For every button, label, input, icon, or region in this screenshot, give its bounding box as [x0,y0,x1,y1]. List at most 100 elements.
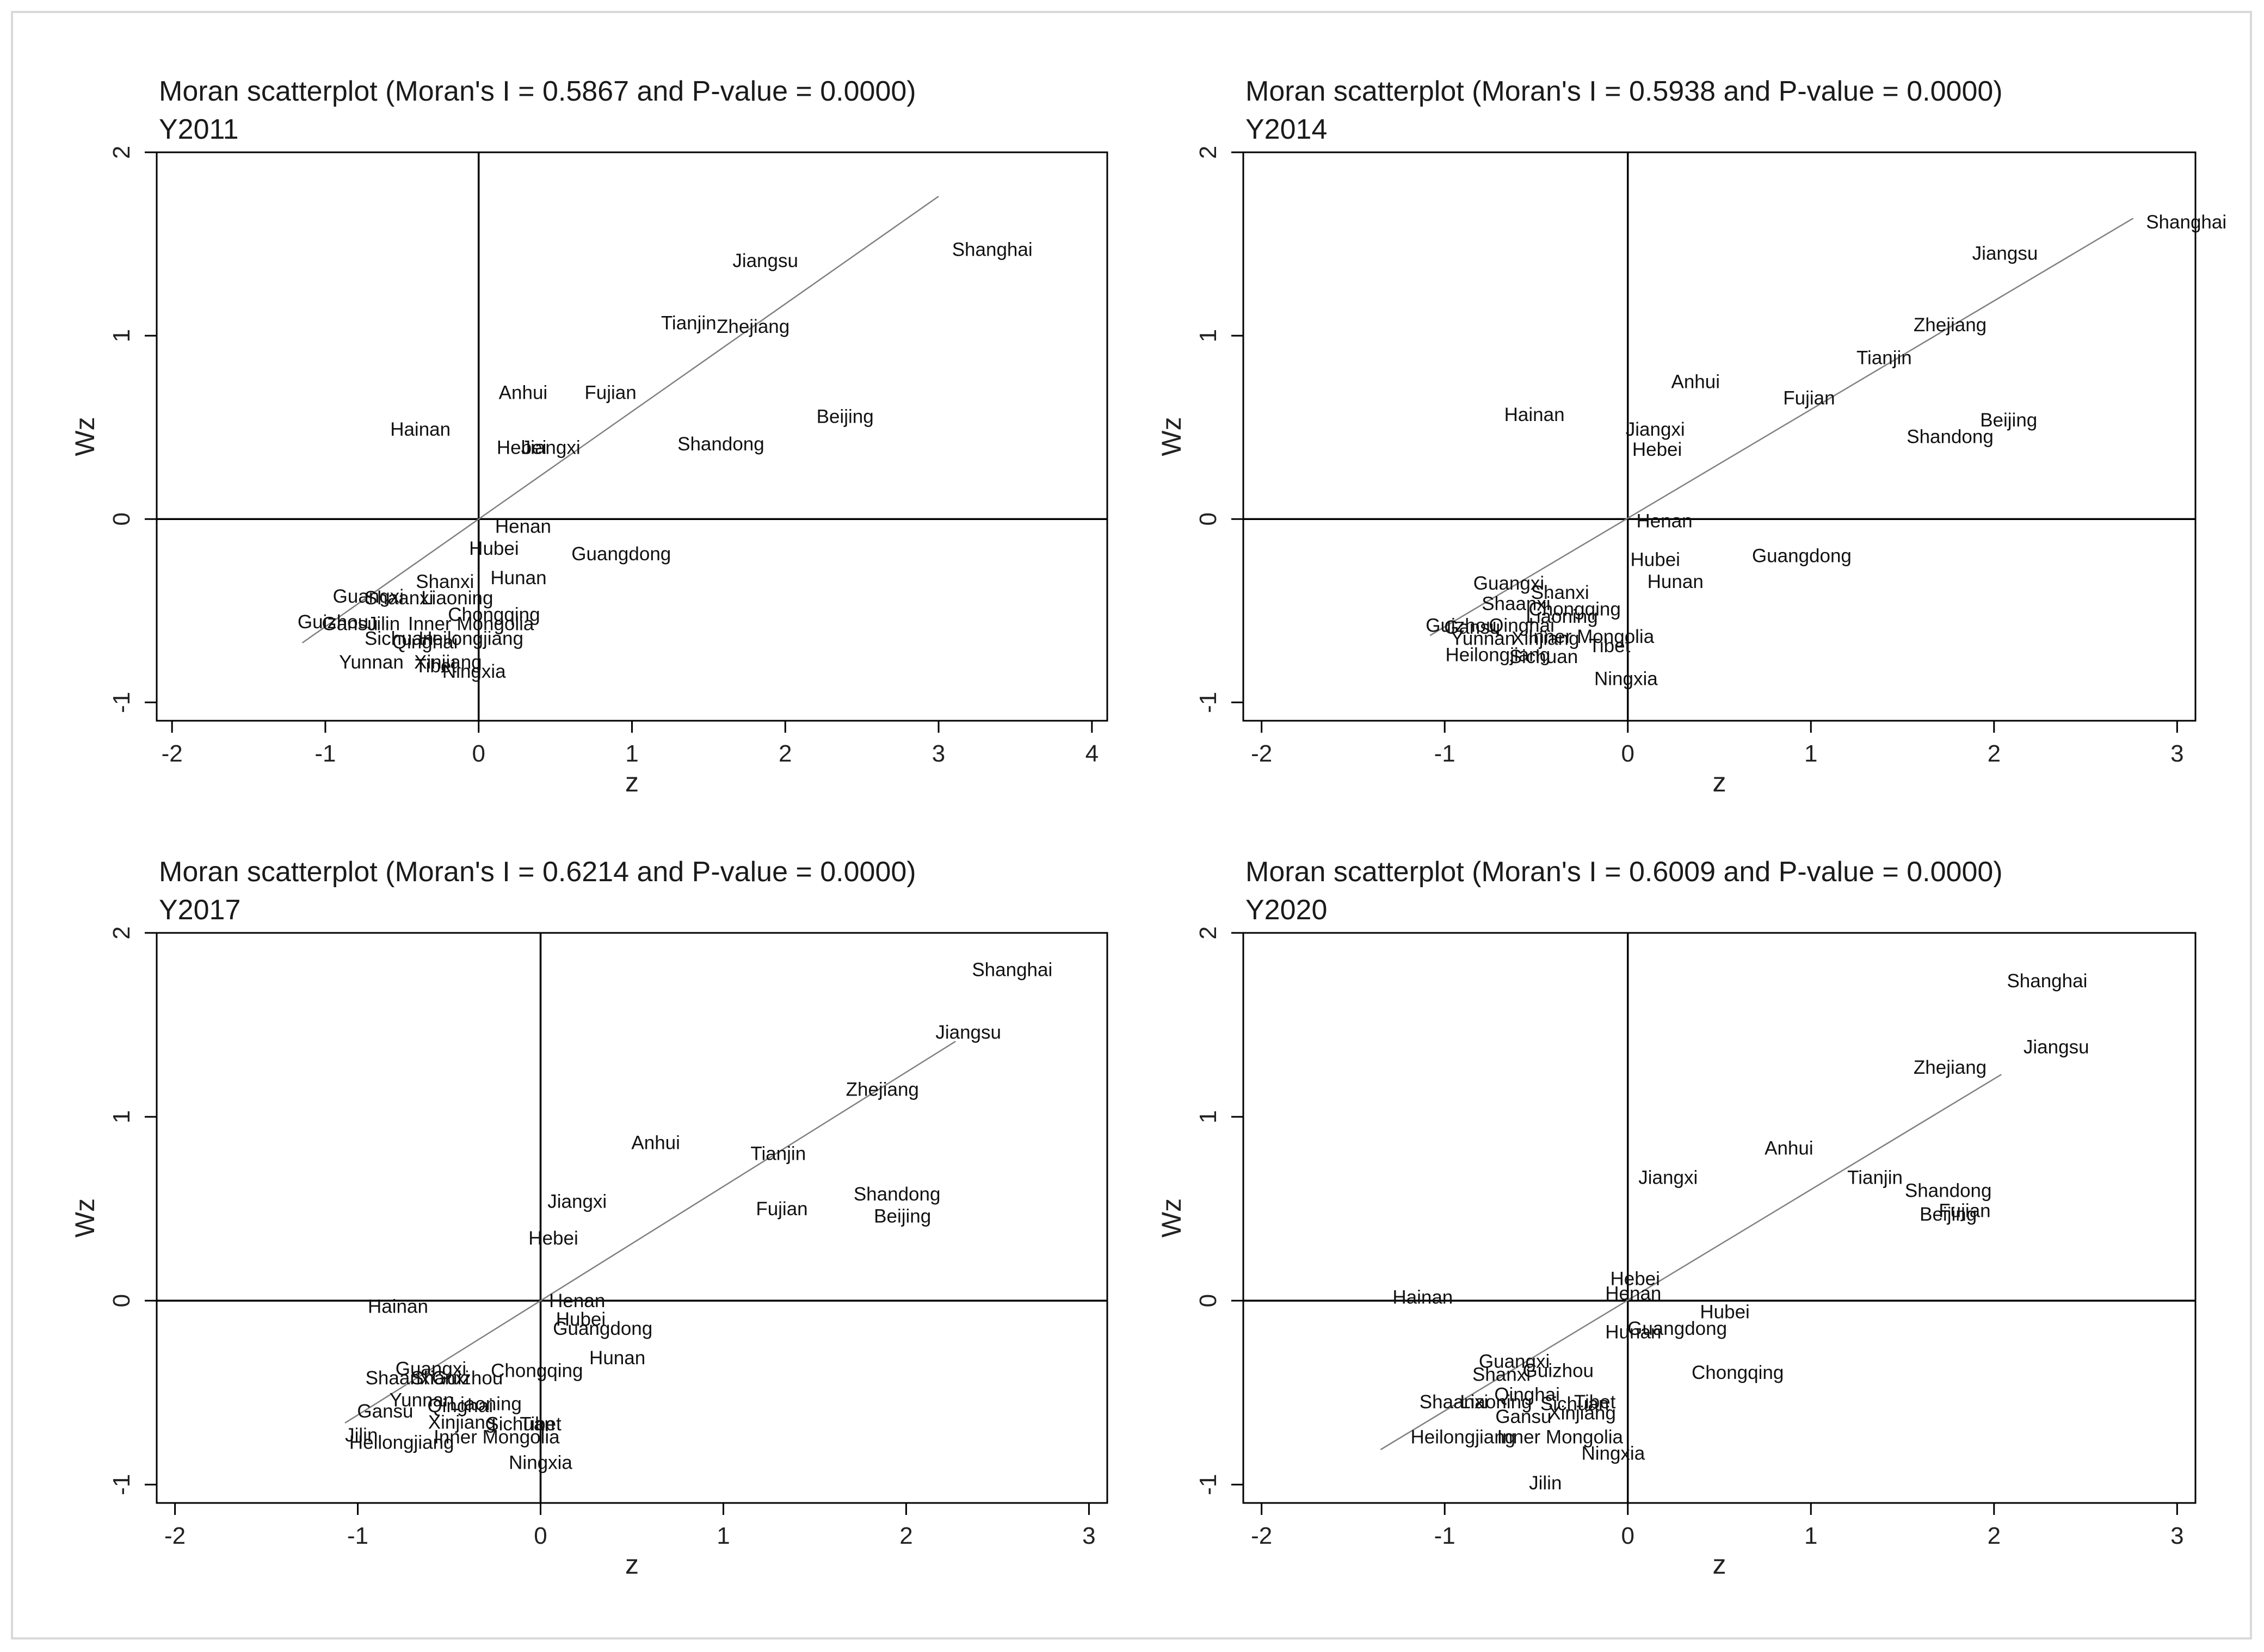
point-label: Xinjiang [414,652,482,673]
point-label: Shanxi [1472,1364,1531,1385]
point-label: Hainan [368,1296,428,1317]
point-label: Heilongjiang [418,628,523,649]
y-tick-label: 1 [108,1110,135,1123]
point-label: Gansu [322,613,378,634]
point-label: Anhui [1671,371,1720,392]
fit-line [344,1041,956,1424]
point-label: Hebei [1632,439,1682,460]
x-tick-label: 3 [2170,1523,2183,1549]
point-label: Guizhou [1523,1360,1594,1382]
point-label: Shanghai [2146,212,2226,233]
point-label: Liaoning [421,587,493,609]
chart-title: Moran scatterplot (Moran's I = 0.6009 an… [1245,856,2003,888]
point-label: Heilongjiang [349,1432,454,1453]
point-label: Jiangsu [2024,1037,2089,1058]
point-label: Fujian [1939,1200,1990,1221]
fit-line [301,195,939,644]
point-label: Chongqing [491,1360,583,1382]
point-label: Liaoning [1526,606,1597,627]
point-label: Liaoning [450,1393,522,1414]
point-label: Jilin [1529,1472,1562,1494]
x-tick-label: 3 [1082,1523,1095,1549]
point-label: Fujian [756,1198,807,1220]
point-label: Guangxi [396,1358,466,1379]
point-label: Shandong [677,434,764,455]
chart-title: Moran scatterplot (Moran's I = 0.5867 an… [159,76,916,107]
y-axis-label: Wz [1156,417,1187,456]
point-label: Shanxi [416,571,474,592]
point-label: Tianjin [1847,1167,1903,1189]
point-label: Yunnan [390,1390,454,1411]
point-label: Beijing [1980,410,2037,431]
y-tick-label: -1 [108,692,135,713]
point-label: Sichuan [486,1414,554,1435]
point-label: Gansu [357,1401,413,1422]
point-label: Shaanxi [365,587,433,609]
point-label: Beijing [817,406,874,427]
point-label: Inner Mongolia [434,1426,560,1447]
point-label: Henan [1605,1283,1661,1304]
x-tick-label: 2 [1988,740,2001,767]
y-tick-label: 0 [1195,1294,1222,1307]
point-label: Guizhou [1426,615,1496,636]
x-tick-label: -1 [347,1523,368,1549]
point-label: Guizhou [432,1368,503,1389]
point-label: Qinghai [1494,1384,1560,1406]
y-tick-label: 1 [1195,329,1222,342]
y-axis-label: Wz [70,1198,100,1238]
point-label: Guangxi [1479,1351,1550,1372]
point-label: Jiangxi [521,437,581,459]
point-label: Anhui [499,382,548,404]
point-label: Hunan [1648,571,1704,592]
y-tick-label: 2 [108,146,135,159]
point-label: Ningxia [1581,1443,1645,1464]
point-label: Jiangxi [547,1191,607,1212]
x-axis-label: z [1713,1549,1726,1580]
x-tick-label: -2 [1251,740,1272,767]
point-label: Zhejiang [717,316,789,337]
y-tick-label: -1 [108,1474,135,1495]
point-label: Sichuan [1540,1393,1609,1414]
point-label: Jilin [367,613,400,634]
point-label: Chongqing [1528,598,1620,620]
point-label: Ningxia [1594,668,1658,689]
chart-subtitle: Y2011 [159,114,239,145]
point-label: Jiangsu [732,250,798,271]
point-label: Shanghai [2007,970,2087,992]
point-label: Guangxi [333,586,404,607]
point-label: Shaanxi [366,1368,434,1389]
x-tick-label: 3 [2170,740,2183,767]
plot-area-border [1242,932,2197,1504]
point-label: Hebei [497,437,546,459]
x-tick-label: 0 [1621,740,1634,767]
x-tick-label: 1 [717,1523,730,1549]
y-tick-label: 0 [108,1294,135,1307]
x-tick-label: -1 [1434,1523,1455,1549]
point-label: Xinjiang [1548,1402,1616,1424]
chart-title: Moran scatterplot (Moran's I = 0.5938 an… [1245,76,2003,107]
point-label: Henan [549,1290,605,1311]
point-label: Chongqing [448,604,540,625]
panel-y2017: Moran scatterplot (Moran's I = 0.6214 an… [70,856,1108,1580]
point-label: Zhejiang [846,1079,919,1100]
fit-line [1380,1074,2002,1451]
point-label: Qinghai [392,632,458,653]
x-tick-label: 1 [625,740,638,767]
chart-subtitle: Y2014 [1245,114,1327,145]
point-label: Ningxia [509,1452,572,1474]
point-label: Shandong [854,1184,941,1205]
point-label: Yunnan [1451,628,1515,649]
point-label: Guangdong [1752,546,1852,567]
y-tick-label: 0 [108,512,135,525]
point-label: Yunnan [339,652,404,673]
point-label: Hubei [1700,1301,1749,1322]
y-tick-label: 2 [1195,926,1222,939]
point-label: Hebei [1610,1269,1660,1290]
point-label: Guangdong [553,1318,652,1339]
x-tick-label: 1 [1804,740,1817,767]
y-tick-label: -1 [1195,692,1222,713]
x-axis-label: z [625,1549,639,1580]
point-label: Shanghai [972,960,1052,981]
point-label: Sichuan [365,628,433,649]
point-label: Fujian [1783,388,1835,409]
